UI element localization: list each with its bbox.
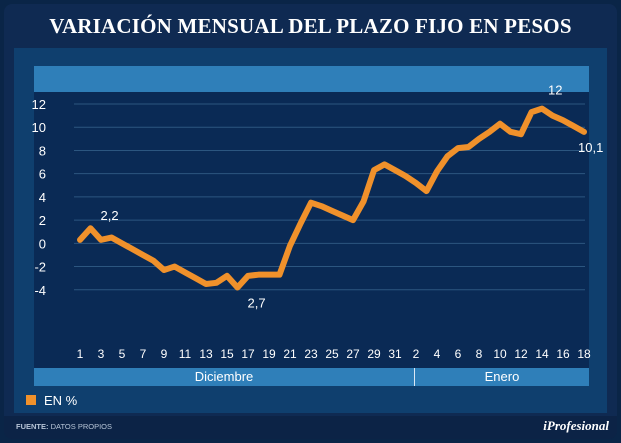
chart-title: VARIACIÓN MENSUAL DEL PLAZO FIJO EN PESO… xyxy=(49,14,572,38)
x-tick-label: 8 xyxy=(476,347,483,361)
y-tick-label: -2 xyxy=(34,260,46,275)
y-tick-label: 4 xyxy=(39,190,46,205)
month-label-enero: Enero xyxy=(484,369,520,384)
x-tick-label: 17 xyxy=(241,347,255,361)
x-tick-label: 12 xyxy=(514,347,528,361)
x-tick-label: 11 xyxy=(179,347,192,361)
x-tick-label: 2 xyxy=(413,347,420,361)
x-tick-label: 31 xyxy=(388,347,402,361)
x-tick-label: 27 xyxy=(346,347,360,361)
series-line-en-pct xyxy=(77,105,587,291)
month-divider xyxy=(414,368,415,386)
x-tick-label: 15 xyxy=(220,347,234,361)
legend-label: EN % xyxy=(44,392,78,408)
x-tick-label: 10 xyxy=(493,347,507,361)
chart-frame: VARIACIÓN MENSUAL DEL PLAZO FIJO EN PESO… xyxy=(4,4,617,439)
x-tick-label: 5 xyxy=(119,347,126,361)
x-tick-label: 6 xyxy=(455,347,462,361)
source-text: DATOS PROPIOS xyxy=(50,422,112,431)
month-label-diciembre: Diciembre xyxy=(194,369,254,384)
y-tick-label: 12 xyxy=(32,97,46,112)
x-tick-label: 3 xyxy=(98,347,105,361)
x-tick-label: 4 xyxy=(434,347,441,361)
chart-top-band xyxy=(34,66,589,92)
x-tick-label: 16 xyxy=(556,347,570,361)
x-tick-label: 9 xyxy=(161,347,168,361)
y-tick-label: 2 xyxy=(39,213,46,228)
brand-logo: iProfesional xyxy=(543,418,609,433)
data-label: 10,1 xyxy=(578,140,603,155)
data-label: 12 xyxy=(548,83,562,98)
y-tick-label: -4 xyxy=(34,283,46,298)
legend-swatch xyxy=(26,395,36,405)
x-tick-label: 19 xyxy=(262,347,276,361)
x-tick-label: 18 xyxy=(577,347,591,361)
x-tick-label: 21 xyxy=(283,347,297,361)
legend: EN % xyxy=(26,392,77,408)
footer-bar: FUENTE: DATOS PROPIOS iProfesional xyxy=(4,416,617,439)
y-tick-label: 8 xyxy=(39,143,46,158)
y-tick-label: 6 xyxy=(39,167,46,182)
x-tick-label: 23 xyxy=(304,347,318,361)
y-tick-label: 10 xyxy=(32,120,46,135)
data-label: 2,7 xyxy=(248,295,266,310)
y-tick-label: 0 xyxy=(39,236,46,251)
x-tick-label: 7 xyxy=(140,347,147,361)
data-label: 2,2 xyxy=(101,208,119,223)
source-label: FUENTE: xyxy=(16,422,49,431)
plot-area xyxy=(34,92,589,370)
x-tick-label: 1 xyxy=(77,347,84,361)
x-tick-label: 13 xyxy=(199,347,213,361)
x-tick-label: 14 xyxy=(535,347,549,361)
x-tick-label: 25 xyxy=(325,347,339,361)
source-note: FUENTE: DATOS PROPIOS xyxy=(16,422,112,431)
x-tick-label: 29 xyxy=(367,347,381,361)
month-band: Diciembre Enero xyxy=(34,368,589,386)
